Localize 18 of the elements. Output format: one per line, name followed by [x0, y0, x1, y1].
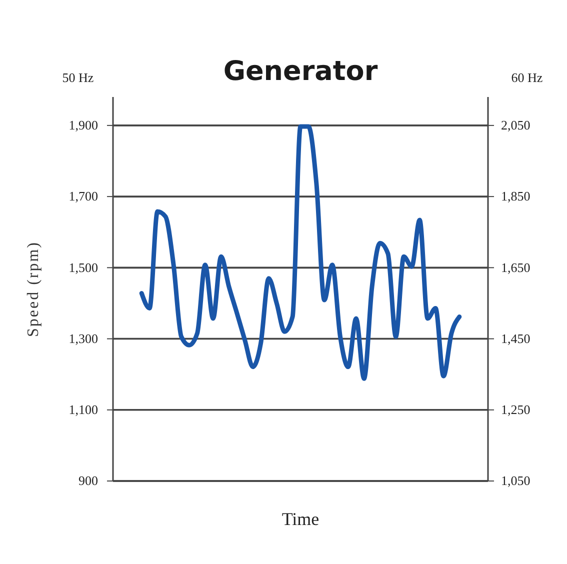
y2-tick-label: 1,650 — [501, 260, 530, 275]
y-tick-label: 900 — [78, 473, 98, 488]
y2-tick-label: 1,450 — [501, 330, 530, 346]
y2-tick-label: 1,250 — [501, 402, 530, 418]
y2-tick-label: 2,050 — [501, 118, 530, 133]
y-tick-label: 1,500 — [68, 260, 98, 275]
y2-tick-label: 1,050 — [501, 473, 530, 488]
y-tick-label: 1,300 — [68, 330, 98, 346]
text: 50 Hz — [62, 70, 94, 85]
text: 60 Hz — [511, 70, 543, 85]
chart-title: Generator — [223, 56, 378, 87]
y2-tick-label: 1,850 — [501, 188, 530, 204]
y-tick-label: 1,900 — [68, 118, 98, 133]
y-tick-label: 1,700 — [68, 188, 98, 204]
y-tick-label: 1,100 — [68, 402, 98, 418]
line-series — [139, 124, 462, 381]
y-axis-title: Speed (rpm) — [25, 240, 42, 338]
x-axis-title: Time — [282, 509, 320, 529]
